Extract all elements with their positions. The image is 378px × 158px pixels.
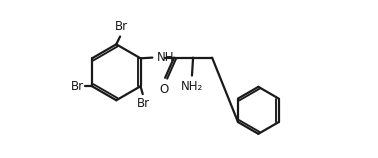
Text: O: O bbox=[159, 83, 169, 96]
Text: Br: Br bbox=[115, 20, 129, 33]
Text: Br: Br bbox=[71, 80, 84, 93]
Text: NH: NH bbox=[157, 51, 175, 64]
Text: Br: Br bbox=[137, 97, 150, 110]
Text: NH₂: NH₂ bbox=[181, 80, 203, 93]
